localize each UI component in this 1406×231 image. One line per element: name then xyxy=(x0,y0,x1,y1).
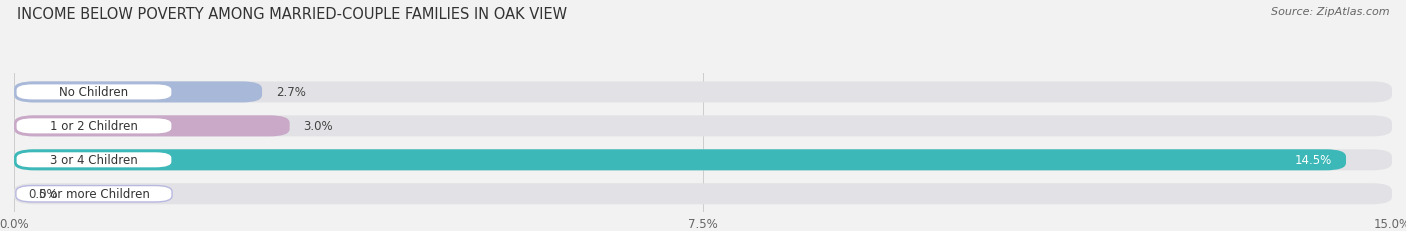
FancyBboxPatch shape xyxy=(15,118,172,134)
Text: 5 or more Children: 5 or more Children xyxy=(38,187,149,201)
FancyBboxPatch shape xyxy=(14,150,1392,171)
Text: 3.0%: 3.0% xyxy=(304,120,333,133)
FancyBboxPatch shape xyxy=(14,150,1346,171)
FancyBboxPatch shape xyxy=(14,116,290,137)
Text: 14.5%: 14.5% xyxy=(1295,154,1333,167)
Text: Source: ZipAtlas.com: Source: ZipAtlas.com xyxy=(1271,7,1389,17)
FancyBboxPatch shape xyxy=(15,152,172,168)
Text: 2.7%: 2.7% xyxy=(276,86,305,99)
Text: 1 or 2 Children: 1 or 2 Children xyxy=(51,120,138,133)
FancyBboxPatch shape xyxy=(15,186,172,202)
Text: INCOME BELOW POVERTY AMONG MARRIED-COUPLE FAMILIES IN OAK VIEW: INCOME BELOW POVERTY AMONG MARRIED-COUPL… xyxy=(17,7,567,22)
FancyBboxPatch shape xyxy=(14,82,1392,103)
FancyBboxPatch shape xyxy=(14,82,262,103)
Text: 0.0%: 0.0% xyxy=(28,187,58,201)
Text: 3 or 4 Children: 3 or 4 Children xyxy=(51,154,138,167)
FancyBboxPatch shape xyxy=(14,183,1392,204)
FancyBboxPatch shape xyxy=(14,116,1392,137)
Text: No Children: No Children xyxy=(59,86,128,99)
FancyBboxPatch shape xyxy=(15,84,172,101)
